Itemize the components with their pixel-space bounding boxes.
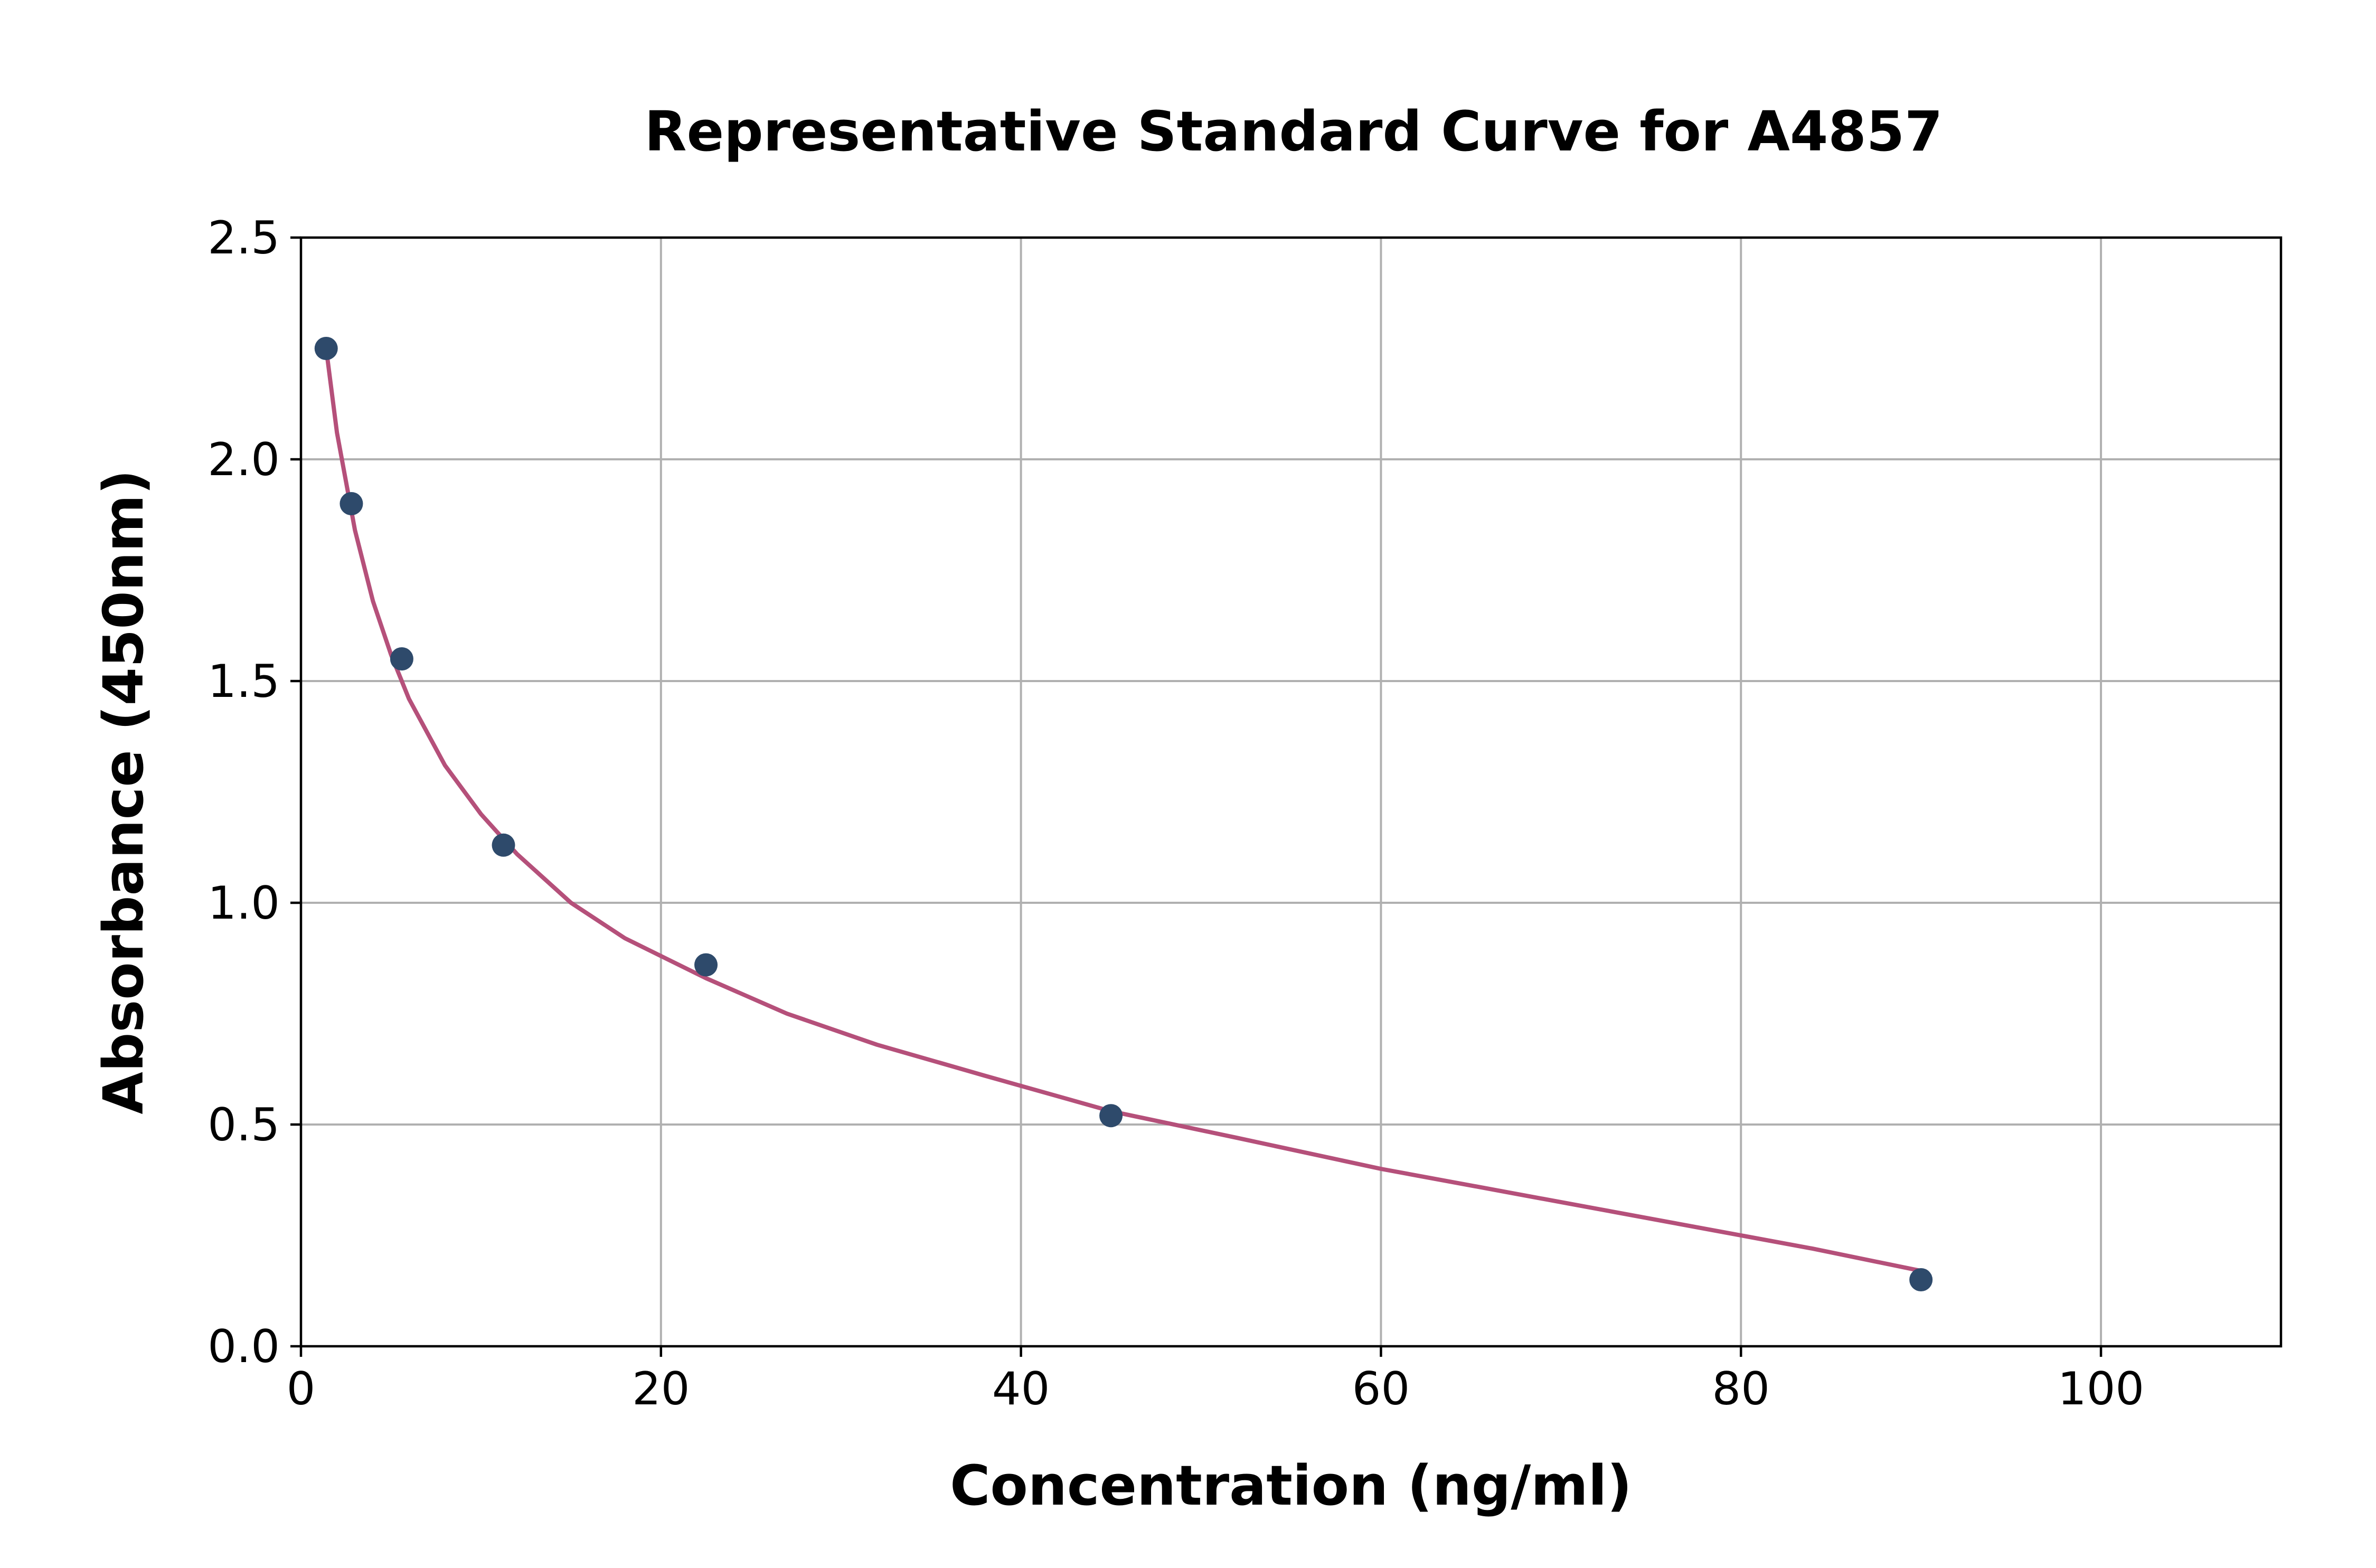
y-tick-label: 0.5 <box>208 1099 280 1151</box>
data-point <box>1099 1104 1123 1128</box>
y-axis-label: Absorbance (450nm) <box>91 469 156 1114</box>
data-point <box>492 833 515 857</box>
fit-curve-layer <box>324 348 1922 1273</box>
data-point <box>390 647 413 670</box>
plot-frame <box>299 236 2283 1348</box>
y-tick-label: 0.0 <box>208 1320 280 1373</box>
x-axis-label: Concentration (ng/ml) <box>950 1453 1632 1518</box>
y-tick-label: 2.0 <box>208 433 280 486</box>
data-points-layer <box>314 337 1933 1291</box>
chart-title: Representative Standard Curve for A4857 <box>645 99 1943 164</box>
x-tick-label: 60 <box>1352 1363 1410 1415</box>
data-point <box>340 492 363 515</box>
x-tick-label: 0 <box>287 1363 316 1415</box>
y-tick-label: 2.5 <box>208 212 280 265</box>
x-tick-label: 20 <box>632 1363 690 1415</box>
axis-ticks: 0 20 40 60 80 100 0.0 0.5 1.0 1.5 2.0 2.5 <box>208 212 2144 1415</box>
x-tick-label: 80 <box>1712 1363 1770 1415</box>
data-point <box>1909 1268 1933 1291</box>
x-tick-label: 40 <box>992 1363 1050 1415</box>
data-point <box>694 953 718 977</box>
grid-lines <box>300 237 2281 1347</box>
y-tick-label: 1.5 <box>208 655 280 708</box>
x-tick-label: 100 <box>2058 1363 2144 1415</box>
y-tick-label: 1.0 <box>208 877 280 930</box>
fit-curve-line <box>324 348 1922 1273</box>
data-point <box>314 337 338 360</box>
